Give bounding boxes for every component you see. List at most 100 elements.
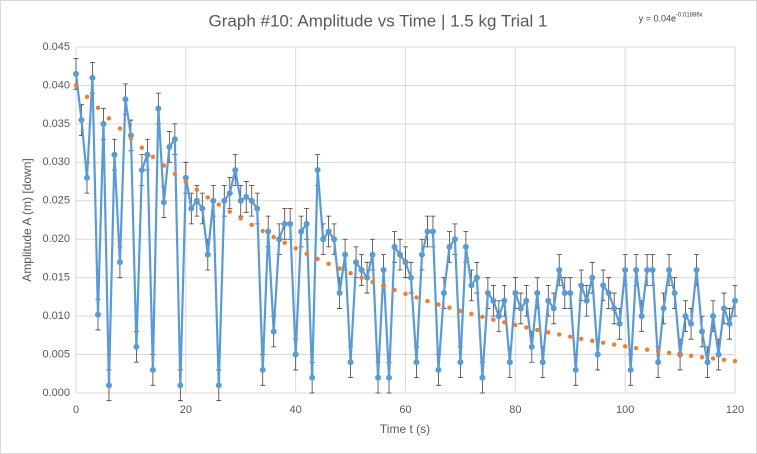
y-tick-label: 0.020 [42, 233, 70, 245]
data-point [611, 305, 618, 312]
data-point [660, 305, 667, 312]
data-point [534, 290, 541, 297]
data-point [391, 243, 398, 250]
data-point [78, 117, 85, 124]
trendline-dot [524, 325, 529, 330]
x-tick-label: 20 [180, 404, 192, 416]
data-point [320, 236, 327, 243]
trendline-dot [172, 171, 178, 177]
trendline-dot [293, 246, 298, 251]
data-point [704, 359, 711, 366]
trendline-dot [304, 251, 309, 256]
data-point [380, 266, 387, 273]
data-point [413, 359, 420, 366]
trendline-dot [721, 357, 727, 362]
data-point [523, 297, 530, 304]
data-point [144, 151, 151, 158]
trendline-dot [546, 330, 551, 335]
data-point [397, 251, 404, 258]
y-tick-label: 0.000 [42, 387, 70, 399]
trendline-dot [601, 340, 606, 345]
data-point [369, 251, 376, 258]
data-point [512, 290, 519, 297]
data-point [298, 228, 305, 235]
data-point [254, 205, 261, 212]
data-point [473, 274, 480, 281]
trendline-dot [480, 314, 485, 320]
trendline-dot [326, 261, 331, 267]
data-point [479, 374, 486, 381]
data-point [287, 220, 294, 227]
data-point [424, 228, 431, 235]
data-point [583, 297, 590, 304]
data-point [325, 228, 332, 235]
y-tick-label: 0.015 [42, 272, 70, 284]
x-tick-label: 80 [509, 404, 521, 416]
data-point [539, 359, 546, 366]
trendline-dot [282, 240, 287, 246]
data-point [429, 228, 436, 235]
data-point [457, 359, 464, 366]
data-point [122, 96, 129, 103]
data-point [281, 220, 288, 227]
chart-title: Graph #10: Amplitude vs Time | 1.5 kg Tr… [209, 11, 548, 30]
data-point [358, 266, 365, 273]
trendline-dot [381, 283, 386, 289]
trendline-dot [458, 308, 463, 314]
data-point [138, 167, 145, 174]
data-point [276, 236, 283, 243]
data-point [605, 290, 612, 297]
data-point [495, 313, 502, 320]
trendline-dot [655, 349, 661, 354]
data-point [561, 290, 568, 297]
data-point [204, 251, 211, 258]
data-point [215, 382, 222, 389]
data-point [386, 374, 393, 381]
data-point [528, 343, 535, 350]
trendline-dot [260, 228, 265, 234]
y-tick-label: 0.025 [42, 195, 70, 207]
y-tick-label: 0.005 [42, 348, 70, 360]
trendline-dot [502, 320, 507, 325]
data-point [594, 351, 601, 358]
trendline-dot [315, 256, 320, 262]
trendline-dot [139, 145, 145, 150]
trendline-dot [732, 358, 738, 364]
data-point [73, 70, 79, 77]
trendline-dot [491, 317, 496, 322]
trendline-dot [644, 347, 650, 352]
data-point [177, 382, 184, 389]
data-point [259, 366, 266, 373]
data-point [237, 197, 244, 204]
data-point [462, 243, 469, 250]
data-point [589, 274, 596, 281]
y-tick-label: 0.030 [42, 156, 70, 168]
data-point [105, 382, 112, 389]
data-point [83, 174, 90, 181]
equation-exponent: -0.01886x [676, 13, 703, 19]
data-point [550, 305, 557, 312]
trendline-dot [117, 126, 123, 131]
data-point [682, 313, 689, 320]
data-point [622, 266, 629, 273]
data-point [402, 259, 409, 266]
data-point [572, 366, 579, 373]
data-point [407, 274, 414, 281]
data-point [440, 290, 447, 297]
trendline-dot [513, 322, 518, 328]
trendline-dot [425, 298, 430, 304]
data-point [490, 297, 497, 304]
y-tick-label: 0.035 [42, 118, 70, 130]
data-point [89, 74, 96, 81]
data-point [484, 290, 491, 297]
data-point [331, 236, 338, 243]
data-point [545, 297, 552, 304]
data-point [451, 236, 458, 243]
trendline-dot [73, 83, 79, 88]
data-point [506, 359, 513, 366]
trendline-dot [348, 271, 353, 276]
data-point [418, 251, 425, 258]
data-point [100, 120, 107, 127]
data-point [715, 351, 722, 358]
